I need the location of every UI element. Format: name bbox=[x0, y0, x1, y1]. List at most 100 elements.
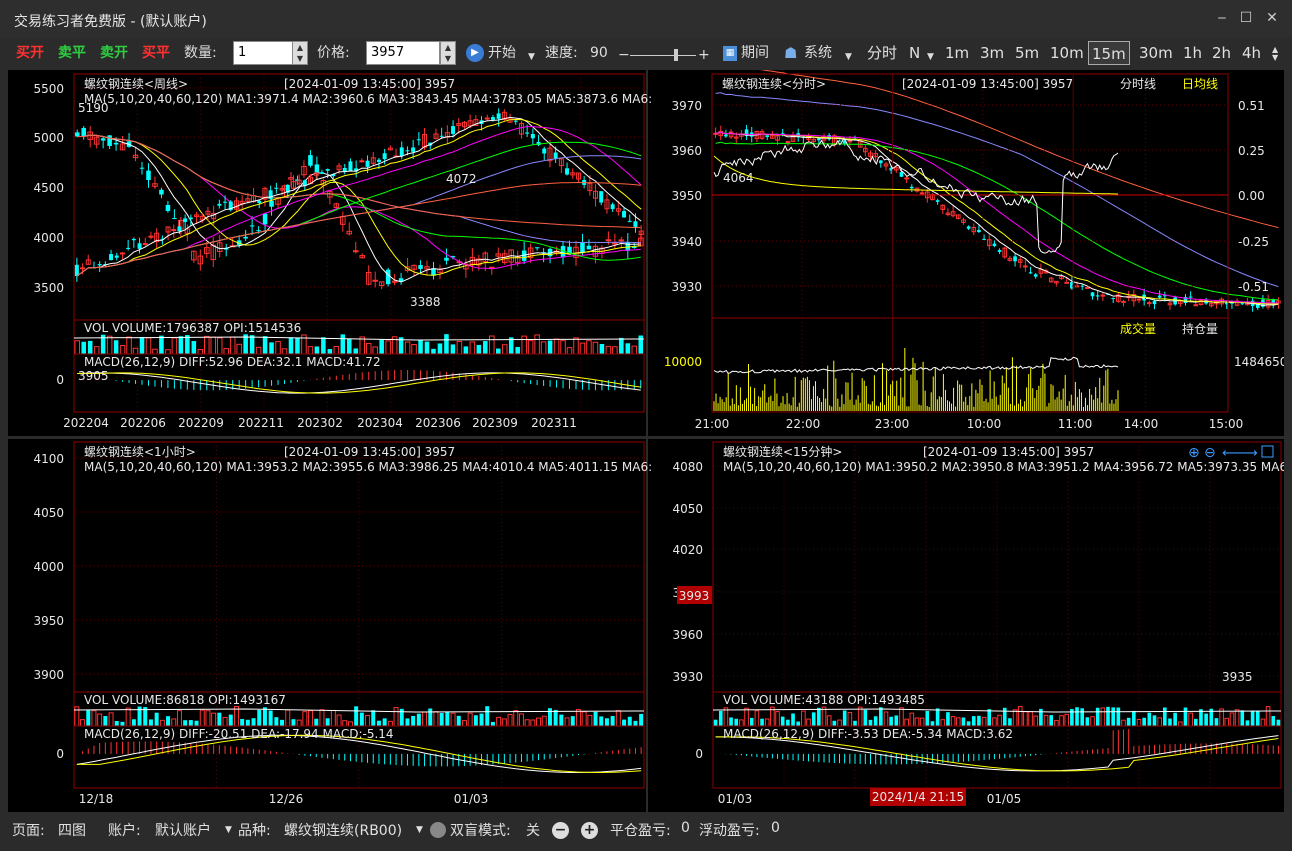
volume-bar bbox=[718, 710, 723, 726]
period-5m[interactable]: 5m bbox=[1015, 44, 1040, 62]
volume-bar bbox=[229, 336, 236, 355]
volume-bar bbox=[1255, 711, 1260, 726]
m15-ytick: 4050 bbox=[672, 502, 703, 516]
candle bbox=[308, 155, 313, 166]
calendar-icon[interactable]: ▦ bbox=[723, 46, 737, 61]
period-1h[interactable]: 1h bbox=[1183, 44, 1203, 62]
blind-mode-icon bbox=[430, 822, 446, 838]
volume-bar bbox=[625, 343, 631, 354]
page-selector[interactable]: 四图 bbox=[58, 823, 86, 839]
speed-slider[interactable]: − + bbox=[618, 47, 710, 63]
candle bbox=[971, 227, 977, 233]
quantity-stepper[interactable]: ▲ ▼ bbox=[292, 41, 308, 65]
candle bbox=[74, 264, 79, 277]
volume-bar bbox=[821, 706, 827, 727]
play-icon[interactable]: ▶ bbox=[466, 44, 484, 62]
volume-bar bbox=[873, 716, 878, 726]
account-dropdown-icon[interactable]: ▼ bbox=[225, 825, 232, 835]
candle bbox=[713, 132, 718, 135]
minus-icon[interactable]: − bbox=[552, 822, 569, 839]
volume-bar bbox=[564, 717, 570, 727]
candle bbox=[599, 191, 604, 203]
candle bbox=[811, 138, 816, 143]
volume-bar bbox=[143, 707, 148, 726]
weekly-macd-text: MACD(26,12,9) DIFF:52.96 DEA:32.1 MACD:4… bbox=[84, 355, 381, 369]
weekly-xtick: 202211 bbox=[238, 416, 284, 430]
window-title: 交易练习者免费版 - (默认账户) bbox=[14, 14, 207, 30]
sell-open-button[interactable]: 卖开 bbox=[100, 45, 128, 61]
candle bbox=[205, 210, 211, 215]
candle bbox=[945, 212, 951, 216]
candle bbox=[883, 163, 889, 167]
candle bbox=[982, 239, 986, 241]
candle bbox=[268, 190, 273, 200]
candle bbox=[132, 154, 139, 159]
system-button[interactable]: 系统 bbox=[804, 45, 832, 61]
volume-bar bbox=[359, 712, 364, 726]
candle bbox=[586, 245, 592, 250]
volume-bar bbox=[1111, 707, 1115, 726]
candle bbox=[137, 243, 142, 249]
maximize-icon[interactable]: ☐ bbox=[1239, 10, 1253, 26]
hourly-high-label: 4072 bbox=[446, 172, 477, 186]
system-icon[interactable]: ☗ bbox=[784, 44, 798, 62]
volume-bar bbox=[1075, 707, 1079, 726]
candle bbox=[342, 168, 347, 172]
chart-workspace[interactable]: 5500 5000 4500 4000 3500 螺纹钢连续<周线> [2024-01-09… bbox=[8, 70, 1284, 812]
start-dropdown-icon[interactable]: ▼ bbox=[528, 52, 535, 62]
period-2h[interactable]: 2h bbox=[1212, 44, 1232, 62]
period-n[interactable]: N bbox=[909, 44, 921, 62]
period-15m[interactable]: 15m bbox=[1088, 41, 1130, 65]
sell-close-button[interactable]: 卖平 bbox=[58, 45, 86, 61]
candle bbox=[126, 247, 131, 249]
volume-bar bbox=[476, 344, 482, 354]
volume-bar bbox=[935, 708, 940, 726]
plus-icon[interactable]: + bbox=[581, 822, 598, 839]
minimize-icon[interactable]: ‒ bbox=[1217, 10, 1227, 26]
toolbar: 买开 卖平 卖开 买平 数量: 1 ▲ ▼ 价格: 3957 ▲ ▼ ▶ 开始 ▼ … bbox=[0, 38, 1292, 70]
period-button[interactable]: 期间 bbox=[741, 45, 769, 61]
start-button[interactable]: 开始 bbox=[488, 45, 516, 61]
candle bbox=[514, 256, 521, 264]
period-10m[interactable]: 10m bbox=[1050, 44, 1084, 62]
volume-bar bbox=[904, 718, 909, 727]
candle bbox=[521, 250, 527, 261]
period-4h[interactable]: 4h bbox=[1242, 44, 1262, 62]
period-分时[interactable]: 分时 bbox=[867, 44, 898, 62]
period-1m[interactable]: 1m bbox=[945, 44, 970, 62]
intraday-xtick: 11:00 bbox=[1058, 417, 1093, 431]
intraday-ytick: 3960 bbox=[671, 144, 702, 158]
volume-bar bbox=[940, 719, 946, 727]
close-icon[interactable]: ✕ bbox=[1266, 10, 1278, 26]
quantity-input[interactable]: 1 bbox=[233, 41, 293, 65]
candle bbox=[575, 172, 581, 180]
symbol-label: 品种: bbox=[238, 823, 271, 839]
candle bbox=[615, 208, 621, 212]
account-selector[interactable]: 默认账户 bbox=[155, 823, 211, 839]
speed-slider-handle[interactable] bbox=[674, 49, 678, 61]
volume-bar bbox=[842, 710, 847, 726]
period-30m[interactable]: 30m bbox=[1139, 44, 1173, 62]
symbol-dropdown-icon[interactable]: ▼ bbox=[416, 825, 423, 835]
symbol-selector[interactable]: 螺纹钢连续(RB00) bbox=[284, 823, 403, 839]
candle bbox=[372, 279, 378, 282]
buy-open-button[interactable]: 买开 bbox=[16, 45, 44, 61]
price-input[interactable]: 3957 bbox=[366, 41, 440, 65]
scroll-left-icon: ⟵ bbox=[1222, 446, 1241, 461]
volume-bar bbox=[365, 715, 371, 727]
candle bbox=[1013, 256, 1017, 262]
volume-bar bbox=[739, 719, 744, 727]
candle bbox=[935, 200, 940, 202]
period-n-dropdown-icon[interactable]: ▼ bbox=[927, 52, 934, 62]
volume-bar bbox=[295, 337, 300, 354]
price-stepper[interactable]: ▲ ▼ bbox=[440, 41, 456, 65]
toolbar-overflow-icon[interactable]: ▲ ▼ bbox=[1272, 45, 1279, 62]
hourly-macd-zero-tick: 0 bbox=[56, 747, 64, 761]
system-dropdown-icon[interactable]: ▼ bbox=[845, 52, 852, 62]
period-3m[interactable]: 3m bbox=[980, 44, 1005, 62]
volume-bar bbox=[433, 711, 439, 727]
buy-close-button[interactable]: 买平 bbox=[142, 45, 170, 61]
candle bbox=[530, 134, 535, 139]
candle bbox=[467, 120, 473, 127]
candle bbox=[759, 131, 765, 139]
